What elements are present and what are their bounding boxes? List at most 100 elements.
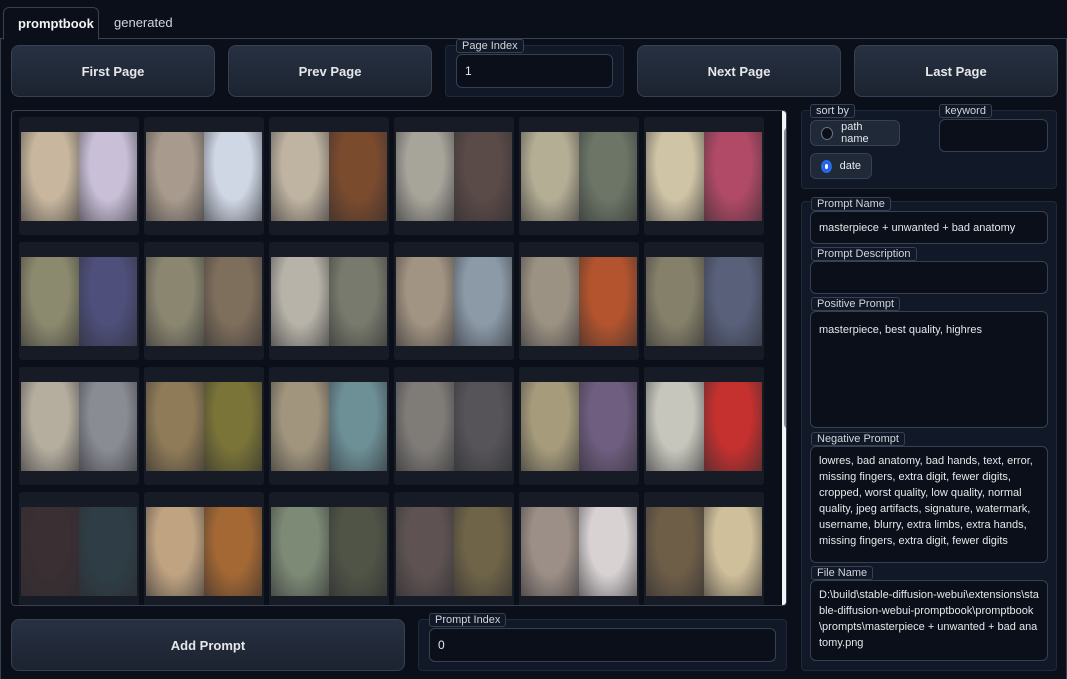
thumbnail-right-image [329, 382, 387, 471]
thumbnail-right-image [454, 132, 512, 221]
gallery-item[interactable] [519, 367, 639, 485]
tab-generated[interactable]: generated [114, 15, 173, 30]
radio-on-icon [821, 159, 832, 173]
thumbnail-left-image [646, 257, 704, 346]
gallery-item[interactable] [644, 242, 764, 360]
scroll-down-icon[interactable]: ▼ [782, 592, 786, 604]
thumbnail-left-image [271, 507, 329, 596]
thumbnail-left-image [521, 132, 579, 221]
gallery-thumbnail [271, 507, 387, 596]
sort-option-path-name[interactable]: path name [810, 120, 900, 146]
gallery-item[interactable] [19, 492, 139, 605]
thumbnail-left-image [146, 382, 204, 471]
scrollbar-thumb[interactable] [784, 127, 786, 429]
sort-option-date[interactable]: date [810, 153, 872, 179]
next-page-button[interactable]: Next Page [637, 45, 841, 97]
gallery-item[interactable] [19, 117, 139, 235]
positive-prompt-field[interactable]: masterpiece, best quality, highres [810, 311, 1048, 428]
prompt-index-label: Prompt Index [429, 613, 507, 627]
thumbnail-right-image [79, 382, 137, 471]
thumbnail-right-image [454, 507, 512, 596]
gallery-item[interactable] [144, 367, 264, 485]
gallery-item[interactable] [269, 117, 389, 235]
thumbnail-left-image [21, 507, 79, 596]
gallery-thumbnail [146, 132, 262, 221]
gallery-thumbnail [146, 507, 262, 596]
gallery-scrollbar[interactable]: ▲ ▼ [782, 111, 786, 605]
gallery-thumbnail [271, 132, 387, 221]
tab-bar [0, 0, 1067, 39]
add-prompt-button[interactable]: Add Prompt [11, 619, 405, 671]
prompt-index-input[interactable]: 0 [429, 628, 776, 662]
last-page-button[interactable]: Last Page [854, 45, 1058, 97]
gallery-item[interactable] [144, 242, 264, 360]
page-index-label: Page Index [456, 39, 524, 53]
gallery-item[interactable] [394, 117, 514, 235]
gallery-thumbnail [21, 132, 137, 221]
gallery-thumbnail [646, 382, 762, 471]
thumbnail-left-image [271, 132, 329, 221]
gallery-item[interactable] [644, 117, 764, 235]
gallery-item[interactable] [144, 492, 264, 605]
gallery-item[interactable] [644, 367, 764, 485]
scroll-up-icon[interactable]: ▲ [782, 112, 786, 124]
gallery-thumbnail [396, 257, 512, 346]
thumbnail-right-image [579, 257, 637, 346]
thumbnail-left-image [646, 382, 704, 471]
thumbnail-right-image [454, 382, 512, 471]
gallery-item[interactable] [394, 492, 514, 605]
thumbnail-left-image [146, 132, 204, 221]
thumbnail-right-image [329, 507, 387, 596]
gallery-item[interactable] [394, 242, 514, 360]
sort-option-label: path name [841, 121, 869, 145]
tab-promptbook[interactable]: promptbook [3, 7, 99, 40]
gallery-thumbnail [396, 382, 512, 471]
gallery-item[interactable] [144, 117, 264, 235]
thumbnail-right-image [204, 507, 262, 596]
keyword-input[interactable] [939, 119, 1048, 152]
thumbnail-left-image [271, 382, 329, 471]
thumbnail-left-image [271, 257, 329, 346]
gallery-item[interactable] [19, 367, 139, 485]
gallery-item[interactable] [269, 367, 389, 485]
sort-option-label: date [839, 160, 861, 172]
prompt-description-field[interactable] [810, 261, 1048, 294]
gallery-item[interactable] [644, 492, 764, 605]
prev-page-button[interactable]: Prev Page [228, 45, 432, 97]
gallery-item[interactable] [19, 242, 139, 360]
thumbnail-left-image [521, 382, 579, 471]
thumbnail-left-image [646, 507, 704, 596]
file-name-label: File Name [811, 566, 874, 580]
gallery-item[interactable] [394, 367, 514, 485]
positive-prompt-label: Positive Prompt [811, 297, 901, 311]
negative-prompt-field[interactable]: lowres, bad anatomy, bad hands, text, er… [810, 446, 1048, 563]
gallery-thumbnail [396, 507, 512, 596]
gallery-item[interactable] [519, 117, 639, 235]
thumbnail-left-image [21, 257, 79, 346]
gallery-item[interactable] [269, 242, 389, 360]
gallery-thumbnail [521, 257, 637, 346]
gallery-thumbnail [646, 132, 762, 221]
gallery-thumbnail [646, 507, 762, 596]
gallery-item[interactable] [269, 492, 389, 605]
gallery-thumbnail [146, 257, 262, 346]
first-page-button[interactable]: First Page [11, 45, 215, 97]
thumbnail-right-image [454, 257, 512, 346]
gallery-thumbnail [521, 507, 637, 596]
page-index-input[interactable]: 1 [456, 54, 613, 88]
prompt-name-label: Prompt Name [811, 197, 891, 211]
thumbnail-right-image [704, 507, 762, 596]
prompt-name-field[interactable]: masterpiece + unwanted + bad anatomy [810, 211, 1048, 244]
thumbnail-left-image [396, 132, 454, 221]
gallery-thumbnail [646, 257, 762, 346]
thumbnail-right-image [329, 132, 387, 221]
gallery-item[interactable] [519, 242, 639, 360]
file-name-field[interactable]: D:\build\stable-diffusion-webui\extensio… [810, 580, 1048, 661]
thumbnail-right-image [79, 507, 137, 596]
thumbnail-left-image [396, 382, 454, 471]
thumbnail-right-image [79, 132, 137, 221]
thumbnail-left-image [21, 382, 79, 471]
thumbnail-left-image [521, 257, 579, 346]
gallery-item[interactable] [519, 492, 639, 605]
prompt-description-label: Prompt Description [811, 247, 917, 261]
